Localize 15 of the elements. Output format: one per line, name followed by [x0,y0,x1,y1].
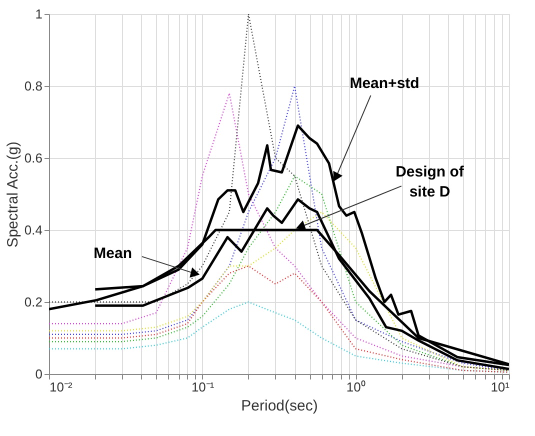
y-tick-label: 0.2 [24,294,42,310]
y-tick-label: 0 [35,366,42,382]
annotation: Design of site D [396,163,465,200]
y-tick-label: 0.6 [24,150,42,166]
x-tick-label: 10¹ [490,380,510,394]
annotation: Mean [94,245,132,262]
y-axis-title: Spectral Acc.(g) [4,142,22,248]
x-tick-label: 10⁻² [50,380,73,394]
x-axis-title: Period(sec) [241,398,318,414]
y-tick-label: 0.8 [24,78,42,94]
y-tick-label: 0.4 [24,222,42,238]
x-tick-label: 10⁻¹ [191,380,215,394]
y-tick-label: 1 [35,6,42,22]
x-tick-label: 10⁰ [346,380,366,394]
annotation: Mean+std [350,75,420,92]
